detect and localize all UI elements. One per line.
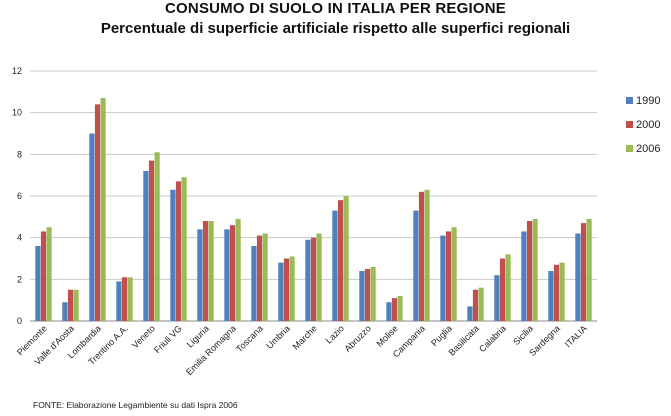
bar-2000 <box>364 268 371 321</box>
bar-1990 <box>575 233 581 321</box>
bar-2000 <box>337 200 344 321</box>
bar-2000 <box>67 289 74 321</box>
x-tick-label: ITALIA <box>563 323 589 349</box>
bar-1990 <box>89 133 95 321</box>
bar-2000 <box>229 225 236 321</box>
bar-2006 <box>127 277 133 321</box>
y-tick-label: 12 <box>12 66 22 76</box>
bar-1990 <box>143 171 149 321</box>
bar-2000 <box>445 231 452 321</box>
bar-2006 <box>262 233 268 321</box>
bar-2006 <box>316 233 322 321</box>
bar-2000 <box>121 277 128 321</box>
y-tick-label: 0 <box>17 316 22 326</box>
bar-2006 <box>532 218 538 321</box>
bar-2000 <box>202 221 209 321</box>
bar-2000 <box>391 298 398 321</box>
bar-2006 <box>559 262 565 321</box>
bar-2006 <box>154 152 160 321</box>
x-tick-label: Liguria <box>185 323 211 349</box>
bar-2000 <box>40 231 47 321</box>
legend-swatch <box>626 145 633 152</box>
bar-1990 <box>116 281 122 321</box>
bar-2000 <box>148 160 155 321</box>
bar-2006 <box>370 266 376 321</box>
bar-1990 <box>305 239 311 321</box>
bar-2006 <box>289 256 295 321</box>
legend-label: 2000 <box>636 119 660 131</box>
legend-swatch <box>626 97 633 104</box>
bar-1990 <box>278 262 284 321</box>
bar-1990 <box>413 210 419 321</box>
y-tick-label: 8 <box>17 149 22 159</box>
bar-1990 <box>521 231 527 321</box>
bar-2000 <box>553 264 560 321</box>
bar-1990 <box>224 229 230 321</box>
x-tick-label: Friuli VG <box>152 323 184 355</box>
x-tick-label: Molise <box>374 323 399 348</box>
bar-1990 <box>170 189 176 321</box>
bar-2000 <box>418 191 425 321</box>
legend-label: 1990 <box>636 95 660 107</box>
bar-2006 <box>451 227 457 321</box>
bar-1990 <box>332 210 338 321</box>
bar-2006 <box>46 227 52 321</box>
bar-2000 <box>283 258 290 321</box>
bar-2006 <box>424 189 430 321</box>
x-tick-label: Puglia <box>429 323 454 348</box>
bar-1990 <box>197 229 203 321</box>
y-tick-label: 4 <box>17 233 22 243</box>
chart-title: CONSUMO DI SUOLO IN ITALIA PER REGIONE <box>165 0 506 17</box>
x-tick-label: Marche <box>291 323 319 351</box>
bar-2000 <box>310 237 317 321</box>
x-tick-label: Sicilia <box>511 323 535 347</box>
legend-swatch <box>626 121 633 128</box>
bar-2000 <box>175 181 182 321</box>
x-tick-label: Lazio <box>324 323 346 345</box>
bar-2000 <box>94 104 101 321</box>
bar-2006 <box>73 289 79 321</box>
y-tick-label: 10 <box>12 108 22 118</box>
bar-2000 <box>256 235 263 321</box>
bar-2000 <box>580 223 587 321</box>
y-tick-label: 2 <box>17 274 22 284</box>
x-tick-label: Toscana <box>234 323 265 354</box>
bar-1990 <box>35 246 41 321</box>
bar-2006 <box>586 218 592 321</box>
bar-2006 <box>397 296 403 321</box>
bar-2000 <box>472 289 479 321</box>
bar-1990 <box>386 302 392 321</box>
bar-2000 <box>499 258 506 321</box>
bar-1990 <box>494 275 500 321</box>
x-tick-label: Abruzzo <box>342 323 372 353</box>
bar-2006 <box>208 221 214 321</box>
bar-1990 <box>62 302 68 321</box>
source-note: FONTE: Elaborazione Legambiente su dati … <box>33 400 238 410</box>
x-tick-label: Umbria <box>264 323 292 351</box>
chart-subtitle: Percentuale di superficie artificiale ri… <box>100 20 571 37</box>
bar-1990 <box>359 271 365 321</box>
bar-2006 <box>181 177 187 321</box>
bar-1990 <box>251 246 257 321</box>
bar-2006 <box>235 218 241 321</box>
bar-1990 <box>467 306 473 321</box>
bar-2000 <box>526 221 533 321</box>
y-tick-label: 6 <box>17 191 22 201</box>
x-tick-label: Emilia Romagna <box>184 323 238 377</box>
bar-2006 <box>505 254 511 321</box>
bar-2006 <box>100 98 106 321</box>
bar-2006 <box>478 287 484 321</box>
x-tick-label: Calabria <box>477 323 508 354</box>
bar-2006 <box>343 196 349 321</box>
bar-1990 <box>548 271 554 321</box>
bar-1990 <box>440 235 446 321</box>
legend-label: 2006 <box>636 143 660 155</box>
